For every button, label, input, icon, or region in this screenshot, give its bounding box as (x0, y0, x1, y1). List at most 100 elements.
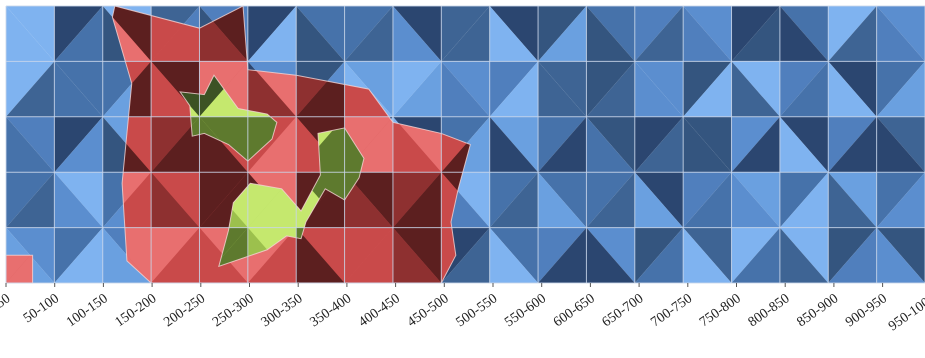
region-0-shade-r1-c3-t0 (151, 61, 200, 117)
heatmap-cell-r4-c1-t0 (54, 227, 103, 283)
heatmap-cell-r4-c13-t1 (634, 227, 684, 283)
region-1-shading (6, 255, 33, 283)
heatmap-cell-r3-c15-t1 (731, 172, 780, 228)
heatmap-cell-r4-c15-t1 (731, 227, 780, 283)
heatmap-cell-r1-c9-t1 (441, 61, 490, 117)
heatmap-cell-r0-c11-t1 (538, 6, 587, 62)
heatmap-cell-r0-c13-t1 (634, 6, 684, 62)
region-0-shade-r4-c4-t1 (199, 227, 248, 283)
heatmap-cell-r2-c1-t1 (54, 116, 103, 173)
heatmap-cell-r4-c14-t1 (683, 227, 732, 283)
x-tick-label-18: 900-950 (843, 291, 890, 330)
region-0-shade-r3-c7-t0 (344, 172, 393, 228)
region-0-shade-r4-c6-t1 (296, 227, 345, 283)
heatmap-cell-r2-c11-t1 (538, 116, 587, 173)
heatmap-cell-r0-c11-t0 (538, 6, 587, 62)
heatmap-cell-r3-c14-t1 (683, 172, 732, 228)
heatmap-cell-r0-c7-t1 (344, 6, 393, 62)
x-axis: 0-50 50-100 100-150 150-200 200-250 250-300 30… (0, 283, 925, 334)
x-tick-label-2: 100-150 (64, 291, 111, 330)
heatmap-cell-r0-c12-t1 (586, 6, 635, 62)
region-0-shade-r0-c4-t0 (199, 6, 248, 62)
x-tick-label-14: 700-750 (648, 291, 695, 330)
heatmap-cell-r0-c0-t1 (6, 6, 55, 62)
heatmap-cell-r0-c1-t1 (54, 6, 103, 62)
heatmap-cell-r1-c8-t1 (392, 61, 442, 117)
heatmap-cell-r3-c14-t0 (683, 172, 732, 228)
x-tick-label-6: 300-350 (259, 291, 306, 330)
x-tick-label-0: 0-50 (0, 291, 13, 318)
region-0-shade-r2-c9-t1 (441, 116, 471, 173)
heatmap-cell-r3-c17-t1 (828, 172, 877, 228)
heatmap-cell-r2-c1-t0 (54, 116, 103, 173)
region-0-shade-r4-c7-t1 (344, 227, 393, 283)
region-0-shade-r2-c8-t1 (392, 116, 442, 173)
heatmap-cell-r1-c10-t0 (489, 61, 539, 117)
heatmap-cell-r0-c8-t1 (392, 6, 442, 62)
heatmap-cell-r3-c15-t0 (731, 172, 780, 228)
heatmap-cell-r3-c10-t0 (489, 172, 539, 228)
heatmap-cell-r1-c1-t1 (54, 61, 103, 117)
heatmap-cell-r3-c13-t1 (634, 172, 684, 228)
x-tick-label-13: 650-700 (600, 291, 647, 330)
heatmap-cell-r0-c6-t1 (296, 6, 345, 62)
x-tick-label-1: 50-100 (21, 291, 62, 326)
region-0-shade-r2-c5-t1 (247, 116, 297, 173)
heatmap-cell-r1-c12-t1 (586, 61, 635, 117)
x-tick-label-7: 350-400 (307, 291, 354, 330)
heatmap-cell-r4-c12-t1 (586, 227, 635, 283)
region-0-shade-r3-c8-t1 (392, 172, 442, 228)
heatmap-cell-r4-c1-t1 (54, 227, 103, 283)
heatmap-cell-r4-c11-t0 (538, 227, 587, 283)
region-0-shade-r1-c5-t1 (247, 61, 297, 117)
heatmap-cell-r4-c16-t1 (779, 227, 829, 283)
x-tick-label-16: 800-850 (746, 291, 793, 330)
x-tick-label-19: 950-1000 (886, 291, 925, 334)
region-0-shade-r3-c7-t1 (344, 172, 393, 228)
region-3-shade-r4-c4-t1 (218, 227, 248, 267)
heatmap-cell-r1-c8-t0 (392, 61, 442, 117)
heatmap-cell-r3-c11-t1 (538, 172, 587, 228)
heatmap-cell-r0-c10-t1 (489, 6, 539, 62)
region-0-shade-r4-c5-t1 (247, 227, 297, 283)
heatmap-cell-r1-c17-t0 (828, 61, 877, 117)
heatmap-cell-r2-c16-t1 (779, 116, 829, 173)
heatmap-cell-r2-c18-t1 (876, 116, 925, 173)
region-0-shade-r1-c5-t0 (247, 61, 297, 117)
heatmap-cell-r1-c9-t0 (441, 61, 490, 117)
x-tick-label-10: 500-550 (454, 291, 501, 330)
heatmap-cell-r3-c16-t0 (779, 172, 829, 228)
heatmap-cell-r1-c16-t0 (779, 61, 829, 117)
heatmap-cell-r3-c1-t1 (54, 172, 103, 228)
heatmap-cell-r0-c16-t0 (779, 6, 829, 62)
heatmap-cell-r3-c12-t0 (586, 172, 635, 228)
region-0-shade-r3-c8-t0 (392, 172, 442, 228)
heatmap-cell-r0-c5-t1 (247, 6, 297, 62)
heatmap-cell-r2-c10-t1 (489, 116, 539, 173)
region-1-shade-r4-c0-t0 (6, 255, 33, 283)
region-0-shade-r1-c6-t1 (296, 61, 345, 117)
region-0-shade-r4-c8-t1 (392, 227, 442, 283)
heatmap-cell-r0-c14-t1 (683, 6, 732, 62)
heatmap-cell-r4-c9-t1 (441, 227, 490, 283)
heatmap-cell-r4-c18-t1 (876, 227, 925, 283)
heatmap-cell-r3-c16-t1 (779, 172, 829, 228)
region-0-shade-r4-c3-t1 (151, 227, 200, 283)
region-0-shade-r3-c3-t1 (151, 172, 200, 228)
heatmap-cell-r1-c11-t1 (538, 61, 587, 117)
heatmap-cell-r1-c16-t1 (779, 61, 829, 117)
region-3-shade-r2-c7-t1 (344, 127, 364, 173)
x-tick-label-17: 850-900 (794, 291, 841, 330)
heatmap-cell-r2-c12-t1 (586, 116, 635, 173)
heatmap-cell-r4-c17-t1 (828, 227, 877, 283)
heatmap-cell-r2-c13-t1 (634, 116, 684, 173)
heatmap-cell-r2-c16-t0 (779, 116, 829, 173)
heatmap-cell-r0-c17-t1 (828, 6, 877, 62)
heatmap-cell-r1-c15-t0 (731, 61, 780, 117)
region-0-shade-r4-c2-t0 (112, 227, 152, 283)
heatmap-cell-r3-c9-t0 (441, 172, 490, 228)
heatmap-cell-r2-c15-t1 (731, 116, 780, 173)
region-0-shade-r2-c3-t1 (151, 116, 200, 173)
heatmap-cell-r1-c13-t1 (634, 61, 684, 117)
